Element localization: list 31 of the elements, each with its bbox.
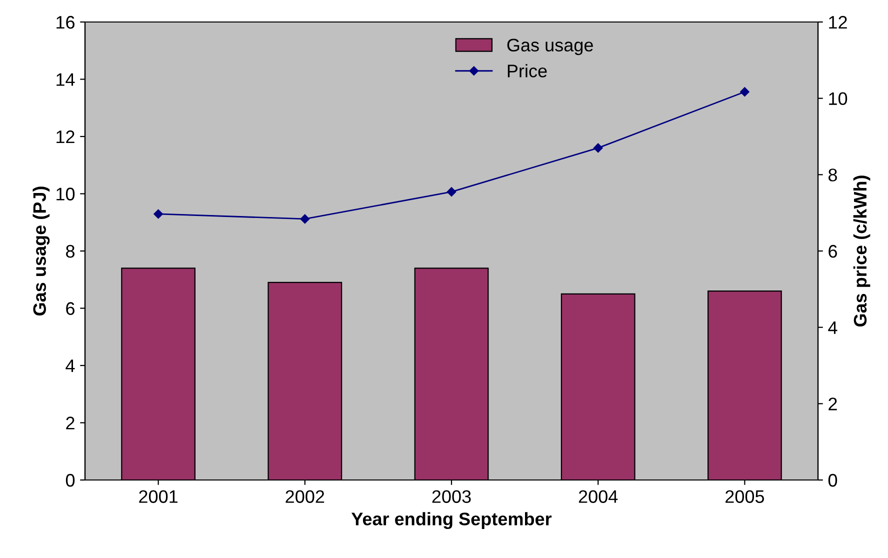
y-tick-label: 6 (66, 302, 74, 315)
x-tick-label: 2003 (432, 490, 471, 503)
x-axis-title: Year ending September (351, 512, 552, 530)
y2-tick-label: 0 (828, 474, 838, 487)
y2-tick-label: 10 (829, 92, 848, 106)
y2-tick-label: 12 (829, 16, 847, 29)
x-tick-label: 2005 (726, 490, 764, 503)
y-tick-label: 16 (56, 16, 74, 29)
legend-label: Price (508, 64, 547, 78)
y2-tick-label: 2 (828, 398, 837, 410)
y-tick-label: 14 (56, 73, 75, 86)
y-tick-label: 10 (56, 188, 75, 200)
x-tick-label: 2002 (286, 490, 324, 503)
point (446, 187, 456, 196)
point (154, 209, 163, 219)
legend-label: Gas usage (507, 38, 593, 56)
point (740, 87, 750, 96)
x-tick-label: 2001 (139, 490, 178, 503)
y2-tick-label: 6 (828, 244, 837, 258)
y-tick-label: 12 (56, 130, 74, 144)
y2-tick-label: 8 (828, 168, 837, 182)
y-tick-label: 2 (66, 416, 74, 430)
y-tick-label: 4 (66, 360, 75, 372)
y2-tick-label: 4 (828, 321, 838, 334)
y-axis-title: Gas usage (PJ) (32, 186, 50, 316)
point (593, 143, 603, 153)
x-tick-label: 2004 (578, 490, 618, 503)
y-tick-label: 8 (66, 244, 74, 258)
y2-axis-title: Gas price (c/kWh) (853, 176, 870, 327)
y-tick-label: 0 (66, 474, 75, 487)
point (300, 214, 310, 224)
